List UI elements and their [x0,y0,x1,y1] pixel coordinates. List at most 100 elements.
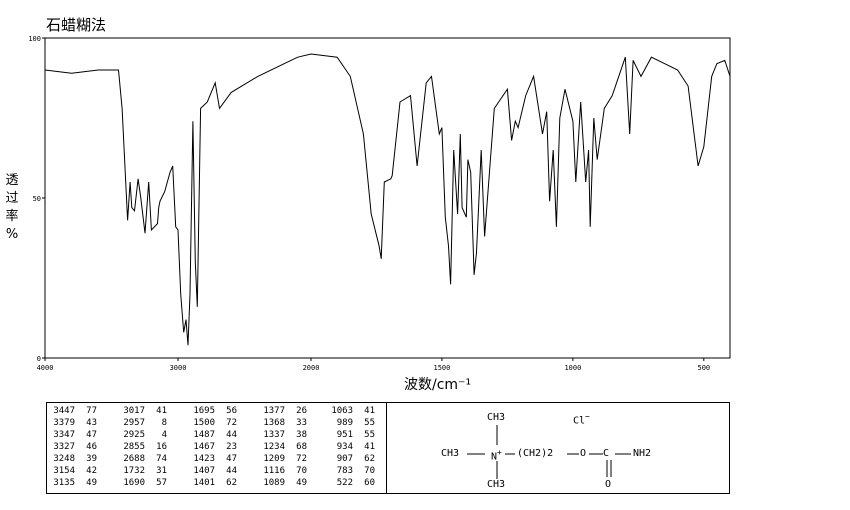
peak-wavenumber: 1695 [193,406,215,416]
peak-transmittance: 72 [226,418,237,428]
peak-transmittance: 49 [296,478,307,488]
peak-transmittance: 26 [296,406,307,416]
peak-transmittance: 39 [86,454,97,464]
amide-group: NH2 [633,448,652,459]
x-tick-label-500: 500 [697,364,710,372]
peak-transmittance: 41 [364,442,375,452]
peak-transmittance: 62 [226,478,237,488]
peak-transmittance: 42 [86,466,97,476]
x-tick-label-1500: 1500 [434,364,451,372]
peak-row: 2925 4 [119,429,167,441]
peak-row: 3327 46 [49,441,97,453]
peak-wavenumber: 1337 [263,430,285,440]
x-tick-label-2000: 2000 [303,364,320,372]
ir-spectrum-chart: 4000 3000 2000 1500 1000 500 0 50 100 [28,35,731,372]
peak-wavenumber: 1401 [193,478,215,488]
peak-transmittance: 41 [364,406,375,416]
y-axis: 0 50 100 [28,35,45,363]
spectrum-line [44,53,731,346]
peak-row: 1732 31 [119,465,167,477]
peak-row: 1423 47 [189,453,237,465]
peak-wavenumber: 1423 [193,454,215,464]
y-tick-label-50: 50 [33,195,41,203]
peak-transmittance: 68 [296,442,307,452]
peak-transmittance: 74 [156,454,167,464]
peak-transmittance: 38 [296,430,307,440]
peak-row: 1690 57 [119,477,167,489]
peak-transmittance: 70 [364,466,375,476]
peak-table: 3447 77 3379 43 3347 47 3327 46 3248 39 3154 42 3135… [46,402,387,494]
peak-transmittance: 49 [86,478,97,488]
peak-wavenumber: 3135 [53,478,75,488]
peak-transmittance: 70 [296,466,307,476]
peak-wavenumber: 2957 [123,418,145,428]
peak-column: 1063 41 989 55 951 55 934 41 907 62 783 70 522 60 [327,405,375,489]
peak-transmittance: 16 [156,442,167,452]
peak-row: 1368 33 [259,417,307,429]
peak-wavenumber: 1089 [263,478,285,488]
peak-transmittance: 4 [161,430,167,440]
y-tick-label-0: 0 [37,355,41,363]
peak-row: 907 62 [327,453,375,465]
peak-row: 2688 74 [119,453,167,465]
peak-row: 1407 44 [189,465,237,477]
peak-row: 1467 23 [189,441,237,453]
peak-wavenumber: 1500 [193,418,215,428]
peak-wavenumber: 1116 [263,466,285,476]
peak-row: 3248 39 [49,453,97,465]
peak-wavenumber: 1732 [123,466,145,476]
x-tick-label-1000: 1000 [564,364,581,372]
peak-wavenumber: 3154 [53,466,75,476]
x-axis: 4000 3000 2000 1500 1000 500 [37,358,710,372]
peak-wavenumber: 1209 [263,454,285,464]
peak-wavenumber: 2855 [123,442,145,452]
peak-row: 1695 56 [189,405,237,417]
peak-row: 1337 38 [259,429,307,441]
peak-row: 783 70 [327,465,375,477]
peak-transmittance: 33 [296,418,307,428]
peak-column: 3447 77 3379 43 3347 47 3327 46 3248 39 3154 42 3135… [49,405,97,489]
peak-transmittance: 62 [364,454,375,464]
peak-transmittance: 41 [156,406,167,416]
structure-bonds [467,425,631,479]
chain: (CH2)2 [517,448,554,459]
peak-row: 3154 42 [49,465,97,477]
peak-wavenumber: 1407 [193,466,215,476]
peak-wavenumber: 783 [336,466,353,476]
peak-transmittance: 77 [86,406,97,416]
peak-column: 1695 56 1500 72 1487 44 1467 23 1423 47 1407 44 1401… [189,405,237,489]
peak-column: 3017 41 2957 8 2925 4 2855 16 2688 74 1732 31 1690 57 [119,405,167,489]
peak-transmittance: 31 [156,466,167,476]
chloride: Cl− [573,412,590,427]
peak-wavenumber: 1487 [193,430,215,440]
peak-wavenumber: 1690 [123,478,145,488]
peak-row: 1234 68 [259,441,307,453]
peak-transmittance: 46 [86,442,97,452]
structure-panel: CH3 Cl− CH3 N+ (CH2)2 O C NH2 CH3 O [387,402,730,494]
peak-wavenumber: 3327 [53,442,75,452]
y-tick-label-100: 100 [28,35,41,43]
peak-row: 1063 41 [327,405,375,417]
peak-row: 3447 77 [49,405,97,417]
peak-row: 1500 72 [189,417,237,429]
peak-row: 3135 49 [49,477,97,489]
x-tick-label-3000: 3000 [170,364,187,372]
peak-transmittance: 55 [364,430,375,440]
peak-wavenumber: 1368 [263,418,285,428]
peak-wavenumber: 1467 [193,442,215,452]
bottom-methyl: CH3 [487,479,506,490]
peak-row: 1089 49 [259,477,307,489]
x-tick-label-4000: 4000 [37,364,54,372]
peak-transmittance: 60 [364,478,375,488]
left-methyl: CH3 [441,448,460,459]
carbonyl-carbon: C [603,448,610,459]
peak-row: 3347 47 [49,429,97,441]
peak-transmittance: 23 [226,442,237,452]
peak-wavenumber: 1234 [263,442,285,452]
peak-wavenumber: 951 [336,430,353,440]
peak-row: 522 60 [327,477,375,489]
peak-wavenumber: 522 [336,478,353,488]
peak-row: 3017 41 [119,405,167,417]
peak-row: 2855 16 [119,441,167,453]
peak-row: 1377 26 [259,405,307,417]
